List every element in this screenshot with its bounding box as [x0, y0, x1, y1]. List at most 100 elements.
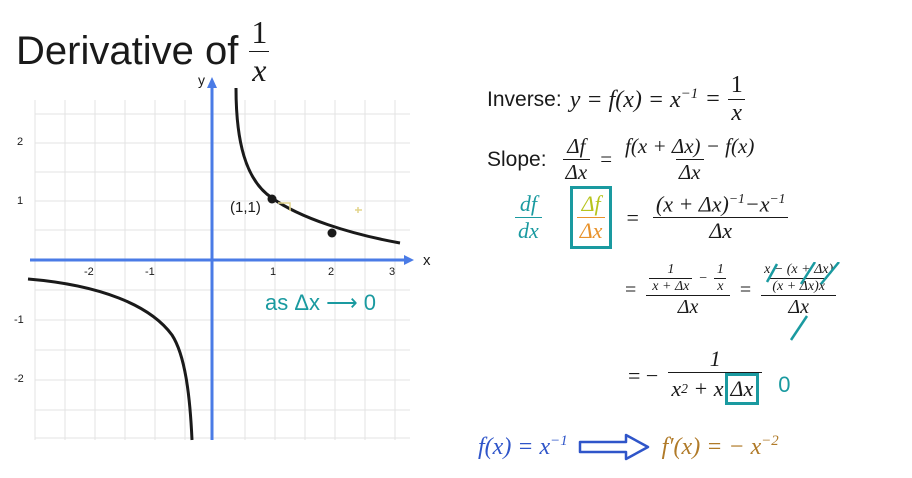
step2-right-fraction: x − (x + Δx) (x + Δx)x Δx	[761, 262, 841, 341]
step2-eq: =	[625, 279, 637, 301]
limit-zero: 0	[778, 371, 791, 397]
x-tick-label: -1	[145, 266, 155, 278]
x-axis-label: x	[423, 252, 431, 269]
derivative-line: df dx Δf Δx = (x + Δx)−1−x−1 Δx	[515, 186, 789, 249]
step2-minus: −	[698, 270, 708, 286]
graph	[27, 77, 414, 441]
implies-arrow-icon	[578, 433, 649, 461]
step2-left-den: Δx	[646, 295, 730, 319]
step3-num: 1	[709, 346, 721, 371]
deriv-eq: =	[626, 204, 639, 230]
step2-left-fraction: 1 x + Δx − 1 x Δx	[646, 262, 730, 319]
step2-inner-den1: x + Δx	[649, 278, 693, 295]
deriv-rhs-num: (x + Δx)−1−x−1	[653, 191, 789, 217]
step3-den-box: Δx	[724, 373, 760, 405]
inverse-exp: −1	[680, 85, 699, 102]
x-axis-arrow	[404, 255, 414, 265]
limit-note: as Δx ⟶ 0	[265, 290, 377, 315]
dx-den: dx	[515, 217, 542, 244]
inverse-label: Inverse:	[487, 87, 562, 111]
slope-lhs-fraction: Δf Δx	[562, 134, 591, 185]
slope-eq: =	[600, 147, 613, 171]
x-tick-label: 1	[270, 266, 277, 278]
step3-den-a: x	[671, 376, 682, 401]
point-1-1	[267, 194, 277, 204]
inverse-den: x	[728, 99, 746, 127]
deriv-rhs-exp2: −1	[769, 190, 786, 206]
boxed-fraction: Δf Δx	[576, 191, 606, 244]
curve-negative-branch	[27, 277, 194, 441]
title-frac-num: 1	[251, 14, 268, 50]
result-lhs: f(x) = x−1	[478, 433, 568, 461]
y-axis-label: y	[198, 72, 205, 88]
slope-lhs-num: Δf	[567, 134, 586, 158]
step2-inner-num1: 1	[667, 262, 675, 277]
inverse-expr: y = f(x) = x−1	[570, 86, 698, 114]
cancel-strokes	[766, 262, 841, 341]
curve-positive-branch	[234, 87, 401, 245]
step2-right-num-text: x − (x + Δx)	[764, 262, 834, 277]
y-axis-arrow	[207, 77, 217, 88]
slope-label: Slope:	[487, 147, 547, 171]
df-num: df	[519, 191, 537, 216]
boxed-num: Δf	[581, 191, 601, 216]
slope-lhs-den: Δx	[562, 159, 591, 185]
y-tick-label: 1	[17, 195, 24, 207]
y-tick-label: -2	[14, 373, 24, 385]
step2-inner-frac1: 1 x + Δx	[649, 262, 693, 295]
inverse-expr-text: y = f(x) = x	[569, 86, 681, 113]
step2-right-num: x − (x + Δx) (x + Δx)x	[761, 262, 836, 295]
highlight-box: Δf Δx	[569, 186, 613, 249]
title-text: Derivative of	[16, 29, 239, 73]
axes	[30, 77, 414, 440]
deriv-rhs-fraction: (x + Δx)−1−x−1 Δx	[652, 191, 789, 244]
step3-eq: = −	[628, 362, 659, 388]
result-line: f(x) = x−1 f′(x) = − x−2	[478, 432, 779, 462]
title-fraction: 1 x	[248, 14, 270, 89]
faint-marks	[278, 202, 362, 213]
result-rhs-text: f′(x) = − x	[661, 434, 762, 460]
point-label: (1,1)	[230, 199, 261, 216]
inverse-line: Inverse: y = f(x) = x−1 = 1 x	[487, 72, 746, 127]
slope-rhs-den: Δx	[675, 159, 704, 185]
boxed-den: Δx	[576, 217, 606, 244]
step2-line: = 1 x + Δx − 1 x Δx = x − (x + Δx) (x + …	[625, 262, 841, 341]
step2-inner-num2: 1	[716, 262, 724, 277]
slope-rhs-fraction: f(x + Δx) − f(x) Δx	[622, 134, 757, 185]
page-title: Derivative of 1 x	[16, 14, 270, 89]
x-tick-label: 2	[328, 266, 335, 278]
slope-line: Slope: Δf Δx = f(x + Δx) − f(x) Δx	[487, 134, 757, 185]
step2-left-num: 1 x + Δx − 1 x	[646, 262, 730, 295]
deriv-rhs-exp: −1	[728, 190, 745, 206]
curves	[27, 87, 401, 441]
point-2-half	[327, 228, 337, 238]
inverse-fraction: 1 x	[728, 72, 746, 127]
title-frac-den: x	[249, 51, 270, 89]
step2-right-den-inner: (x + Δx)x	[770, 278, 827, 294]
slope-rhs-num: f(x + Δx) − f(x)	[625, 134, 755, 158]
step2-inner-frac2: 1 x	[714, 262, 727, 295]
deriv-rhs-num-b: −x	[744, 191, 770, 217]
step2-inner-den2: x	[714, 278, 727, 295]
grid	[34, 100, 410, 440]
y-tick-label: 2	[17, 136, 24, 148]
result-rhs-exp: −2	[761, 433, 779, 449]
step3-den-sup: 2	[681, 381, 688, 396]
inverse-num: 1	[730, 72, 743, 98]
result-lhs-text: f(x) = x	[478, 434, 551, 460]
df-dx-fraction: df dx	[515, 191, 542, 244]
deriv-rhs-num-a: (x + Δx)	[655, 191, 729, 217]
result-lhs-exp: −1	[550, 433, 568, 449]
step2-eq2: =	[739, 279, 752, 301]
x-tick-label: -2	[84, 266, 94, 278]
result-rhs: f′(x) = − x−2	[662, 433, 779, 461]
y-tick-label: -1	[14, 314, 24, 326]
step2-right-den: Δx	[761, 295, 837, 319]
step3-den-b: + x	[687, 376, 724, 401]
deriv-rhs-den: Δx	[652, 217, 789, 244]
inverse-eq: =	[706, 86, 720, 112]
x-tick-label: 3	[389, 266, 396, 278]
